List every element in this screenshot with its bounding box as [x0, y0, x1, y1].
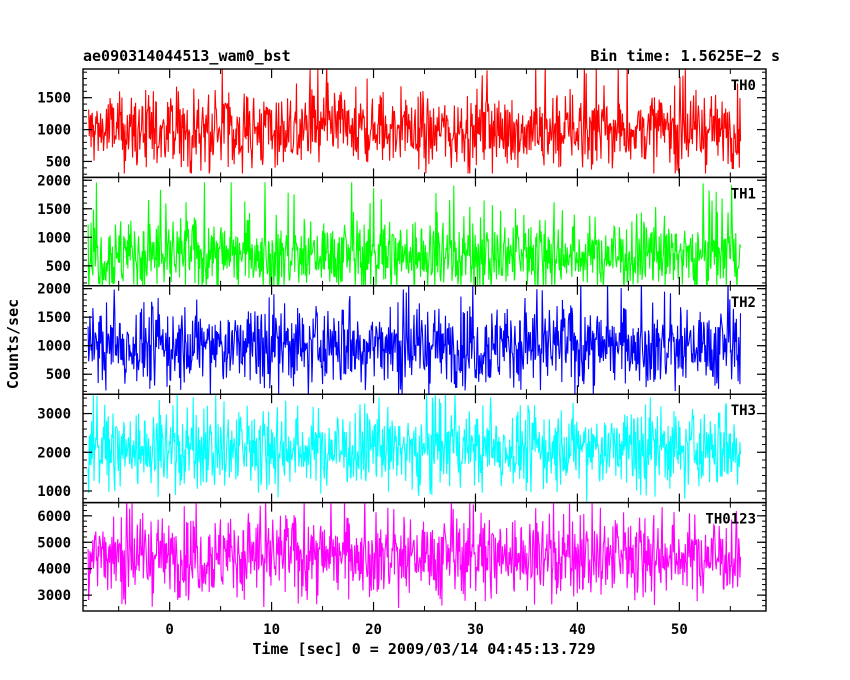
y-tick-label: 500: [46, 367, 71, 383]
y-tick-label: 1500: [37, 310, 71, 326]
y-tick-label: 1500: [37, 202, 71, 218]
panel-th3: 1000 2000 3000 TH3: [37, 393, 767, 504]
y-tick-label: 2000: [37, 173, 71, 189]
panel-th0: 500 1000 1500 TH0: [37, 68, 767, 179]
chart-title: ae090314044513_wam0_bst: [83, 47, 291, 65]
series-line-th2: [87, 285, 742, 395]
x-tick-label: 0: [165, 622, 173, 638]
y-tick-label: 1000: [37, 484, 71, 500]
series-line-th1: [87, 182, 742, 286]
y-tick-label: 6000: [37, 509, 71, 525]
y-tick-label: 4000: [37, 562, 71, 578]
panel-label-th1: TH1: [731, 186, 756, 202]
series-line-th3: [87, 394, 742, 503]
y-tick-label: 3000: [37, 407, 71, 423]
y-tick-label: 1000: [37, 339, 71, 355]
y-tick-label: 1000: [37, 123, 71, 139]
series-line-th0123: [87, 502, 742, 609]
y-tick-label: 3000: [37, 588, 71, 604]
y-tick-label: 5000: [37, 535, 71, 551]
y-axis-label: Counts/sec: [4, 299, 22, 389]
x-tick-label: 10: [263, 622, 280, 638]
bin-time-label: Bin time: 1.5625E−2 s: [590, 47, 780, 65]
y-tick-label: 1000: [37, 230, 71, 246]
x-tick-label: 40: [569, 622, 586, 638]
series-line-th0: [88, 69, 742, 174]
y-tick-label: 500: [46, 154, 71, 170]
panel-th2: 500 1000 1500 2000 TH2: [37, 282, 767, 395]
panel-label-th0123: TH0123: [705, 512, 756, 528]
panel-label-th2: TH2: [731, 295, 756, 311]
panel-th1: 500 1000 1500 2000 TH1: [37, 173, 767, 287]
y-tick-label: 1500: [37, 91, 71, 107]
y-tick-label: 500: [46, 259, 71, 275]
panel-label-th0: TH0: [731, 78, 756, 94]
y-tick-label: 2000: [37, 445, 71, 461]
panel-th0123: 3000 4000 5000 6000 TH0123: [37, 501, 767, 612]
x-tick-label: 20: [365, 622, 382, 638]
panels-group: 50010001500TH0500100015002000TH150010001…: [37, 68, 767, 638]
x-tick-label: 50: [671, 622, 688, 638]
y-tick-label: 2000: [37, 282, 71, 298]
panel-label-th3: TH3: [731, 403, 756, 419]
x-axis-label: Time [sec] 0 = 2009/03/14 04:45:13.729: [252, 640, 595, 658]
x-tick-label: 30: [467, 622, 484, 638]
